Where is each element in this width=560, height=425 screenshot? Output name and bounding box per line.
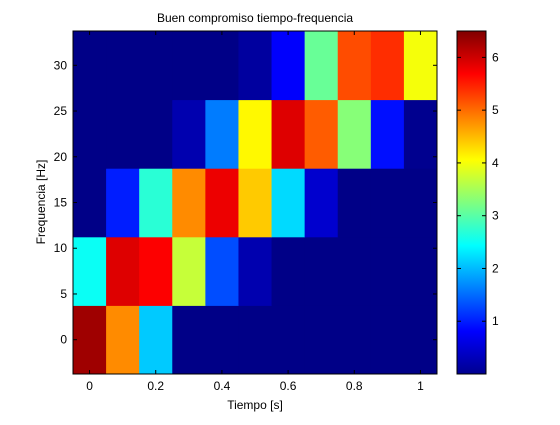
heatmap-cell (371, 237, 405, 306)
heatmap-cell (305, 31, 339, 100)
colorbar-tick-label: 4 (492, 156, 499, 170)
heatmap-cell (106, 100, 140, 169)
x-tick-label: 0.2 (147, 379, 164, 393)
colorbar-tick-label: 1 (492, 314, 499, 328)
heatmap-cell (172, 168, 206, 237)
heatmap-cell (139, 31, 173, 100)
heatmap-cell (404, 31, 438, 100)
heatmap-cell (371, 31, 405, 100)
y-axis-label: Frequencia [Hz] (34, 160, 48, 245)
heatmap-cell (404, 100, 438, 169)
heatmap-cell (106, 31, 140, 100)
heatmap-cell (238, 305, 272, 374)
heatmap-cell (238, 237, 272, 306)
heatmap-cell (172, 237, 206, 306)
heatmap-cell (272, 31, 306, 100)
heatmap-cell (338, 31, 372, 100)
chart-title: Buen compromiso tiempo-frequencia (157, 11, 353, 25)
x-tick-label: 0.8 (346, 379, 363, 393)
heatmap-cell (338, 168, 372, 237)
heatmap-cell (73, 168, 107, 237)
x-tick-label: 0.4 (214, 379, 231, 393)
heatmap-cell (205, 305, 239, 374)
heatmap-cell (139, 168, 173, 237)
heatmap-cell (106, 237, 140, 306)
heatmap-cell (139, 305, 173, 374)
x-tick-label: 1 (417, 379, 424, 393)
heatmap-cell (272, 305, 306, 374)
heatmap-cell (404, 305, 438, 374)
heatmap-cell (371, 305, 405, 374)
heatmap-cell (238, 31, 272, 100)
heatmap-cell (73, 305, 107, 374)
heatmap-cell (272, 100, 306, 169)
heatmap-cell (404, 168, 438, 237)
heatmap-cell (305, 305, 339, 374)
colorbar-tick-label: 2 (492, 261, 499, 275)
heatmap-cell (139, 237, 173, 306)
heatmap-cell (238, 100, 272, 169)
heatmap-cell (73, 100, 107, 169)
heatmap-cell (106, 168, 140, 237)
heatmap-cell (106, 305, 140, 374)
y-tick-label: 15 (54, 196, 68, 210)
heatmap-cell (172, 31, 206, 100)
heatmap-cell (205, 31, 239, 100)
heatmap-cell (73, 237, 107, 306)
colorbar-tick-label: 6 (492, 50, 499, 64)
y-tick-label: 30 (54, 58, 68, 72)
heatmap-cell (205, 237, 239, 306)
heatmap-cell (338, 305, 372, 374)
colorbar-tick-label: 5 (492, 103, 499, 117)
heatmap-cell (305, 168, 339, 237)
x-tick-label: 0 (86, 379, 93, 393)
heatmap-cell (338, 100, 372, 169)
heatmap-cell (371, 168, 405, 237)
y-tick-label: 20 (54, 150, 68, 164)
heatmap-cell (272, 168, 306, 237)
heatmap-cell (139, 100, 173, 169)
colorbar-tick-label: 3 (492, 209, 499, 223)
heatmap-cell (238, 168, 272, 237)
x-axis-label: Tiempo [s] (227, 398, 283, 412)
heatmap-cell (404, 237, 438, 306)
heatmap-cell (371, 100, 405, 169)
heatmap-cell (305, 237, 339, 306)
y-tick-label: 5 (60, 287, 67, 301)
heatmap-cells (73, 31, 438, 375)
heatmap-cell (272, 237, 306, 306)
y-tick-label: 0 (60, 333, 67, 347)
heatmap-cell (305, 100, 339, 169)
heatmap-cell (205, 100, 239, 169)
heatmap-cell (172, 305, 206, 374)
heatmap-cell (205, 168, 239, 237)
heatmap-cell (338, 237, 372, 306)
heatmap-cell (172, 100, 206, 169)
y-tick-label: 10 (54, 241, 68, 255)
y-tick-label: 25 (54, 104, 68, 118)
heatmap-cell (73, 31, 107, 100)
colorbar (457, 31, 486, 374)
x-tick-label: 0.6 (280, 379, 297, 393)
